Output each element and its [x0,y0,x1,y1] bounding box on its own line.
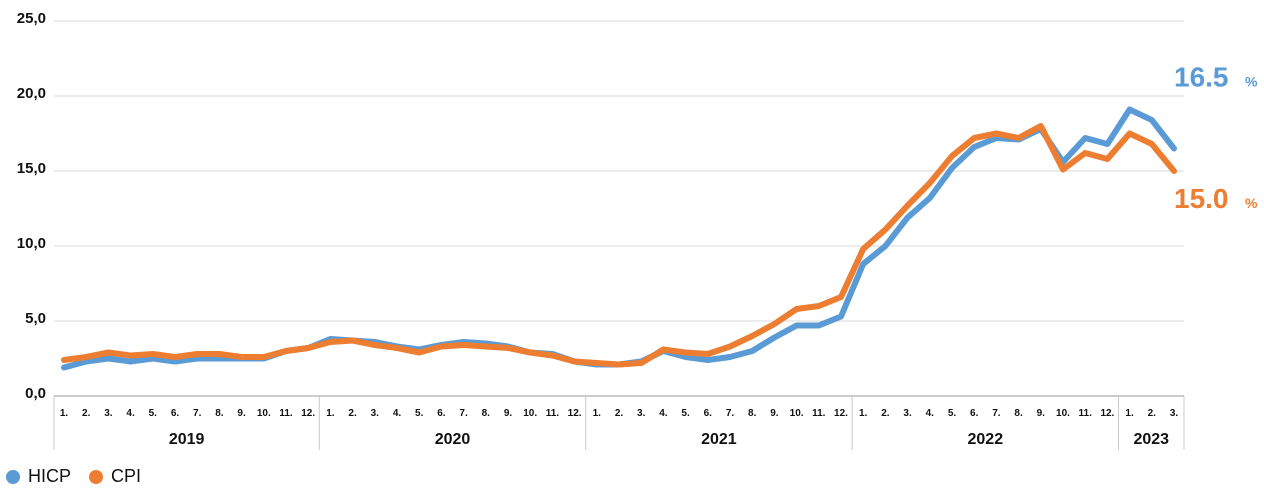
x-month-label: 10. [1056,408,1070,419]
x-month-label: 1. [593,408,602,419]
x-month-label: 9. [237,408,246,419]
x-month-label: 12. [834,408,848,419]
x-month-label: 2. [1148,408,1157,419]
x-month-label: 3. [104,408,113,419]
x-month-label: 10. [790,408,804,419]
x-month-label: 6. [970,408,979,419]
x-month-label: 5. [681,408,690,419]
x-month-label: 5. [415,408,424,419]
x-month-label: 11. [279,408,293,419]
x-month-label: 6. [704,408,713,419]
legend: HICP CPI [6,466,159,487]
x-month-label: 3. [1170,408,1179,419]
x-month-label: 12. [1100,408,1114,419]
y-tick-label: 0,0 [25,385,46,402]
x-month-label: 9. [1037,408,1046,419]
x-month-label: 6. [437,408,446,419]
x-month-label: 11. [812,408,826,419]
x-year-label: 2021 [701,431,737,448]
x-month-label: 11. [546,408,560,419]
x-month-label: 3. [903,408,912,419]
x-month-label: 7. [459,408,468,419]
x-month-label: 5. [948,408,957,419]
x-month-label: 1. [326,408,335,419]
x-month-label: 11. [1079,408,1093,419]
x-month-label: 5. [149,408,158,419]
legend-item-hicp: HICP [6,466,71,487]
y-tick-label: 25,0 [17,10,46,27]
x-month-label: 8. [482,408,491,419]
series-line-cpi [61,123,1177,368]
x-month-label: 7. [992,408,1001,419]
x-month-label: 2. [82,408,91,419]
end-label-cpi: 15.0 [1174,183,1229,214]
x-month-label: 6. [171,408,180,419]
x-month-label: 4. [926,408,935,419]
x-month-label: 3. [637,408,646,419]
legend-marker-hicp [6,469,20,484]
x-month-label: 9. [770,408,779,419]
legend-label-hicp: HICP [28,466,72,486]
x-month-label: 4. [126,408,135,419]
x-month-label: 2. [881,408,890,419]
gridlines [54,20,1184,397]
legend-item-cpi: CPI [89,466,141,487]
x-month-label: 12. [568,408,582,419]
x-month-label: 3. [371,408,380,419]
x-month-label: 4. [393,408,402,419]
end-labels: 16.5 % 15.0% [1174,62,1258,215]
y-tick-label: 20,0 [17,85,46,102]
y-tick-label: 15,0 [17,160,46,177]
x-month-label: 2. [348,408,357,419]
x-year-label: 2019 [169,431,205,448]
end-label-unit-cpi: % [1245,195,1258,211]
y-axis-ticks: 0,0 5,0 10,0 15,0 20,0 25,0 [17,10,46,402]
x-month-label: 1. [859,408,868,419]
series-lines [61,106,1177,371]
y-tick-label: 5,0 [25,310,46,327]
end-label-unit-hicp: % [1245,74,1258,90]
x-month-label: 1. [1125,408,1134,419]
series-line-hicp [61,106,1177,371]
x-month-label: 4. [659,408,668,419]
x-month-label: 10. [523,408,537,419]
legend-label-cpi: CPI [111,466,142,486]
x-month-label: 12. [301,408,315,419]
x-month-label: 2. [615,408,624,419]
legend-marker-cpi [89,469,104,484]
x-month-label: 7. [193,408,202,419]
x-month-label: 10. [257,408,271,419]
end-label-hicp: 16.5 [1174,62,1229,93]
x-year-label: 2022 [968,431,1004,448]
x-month-label: 8. [1014,408,1023,419]
x-month-label: 9. [504,408,513,419]
x-month-label: 8. [215,408,224,419]
x-month-label: 1. [60,408,69,419]
y-tick-label: 10,0 [17,235,46,252]
line-chart: 0,0 5,0 10,0 15,0 20,0 25,0 1. 2. 3. 4. 5. 6. 7. 8. 9… [17,10,1258,450]
x-year-label: 2020 [435,431,471,448]
x-month-label: 7. [726,408,735,419]
x-axis: 1. 2. 3. 4. 5. 6. 7. 8. 9. 10. 11. 12. 1. 2. 3. 4. 5. 6. 7… [53,396,1185,450]
x-month-label: 8. [748,408,757,419]
x-year-label: 2023 [1133,431,1169,448]
